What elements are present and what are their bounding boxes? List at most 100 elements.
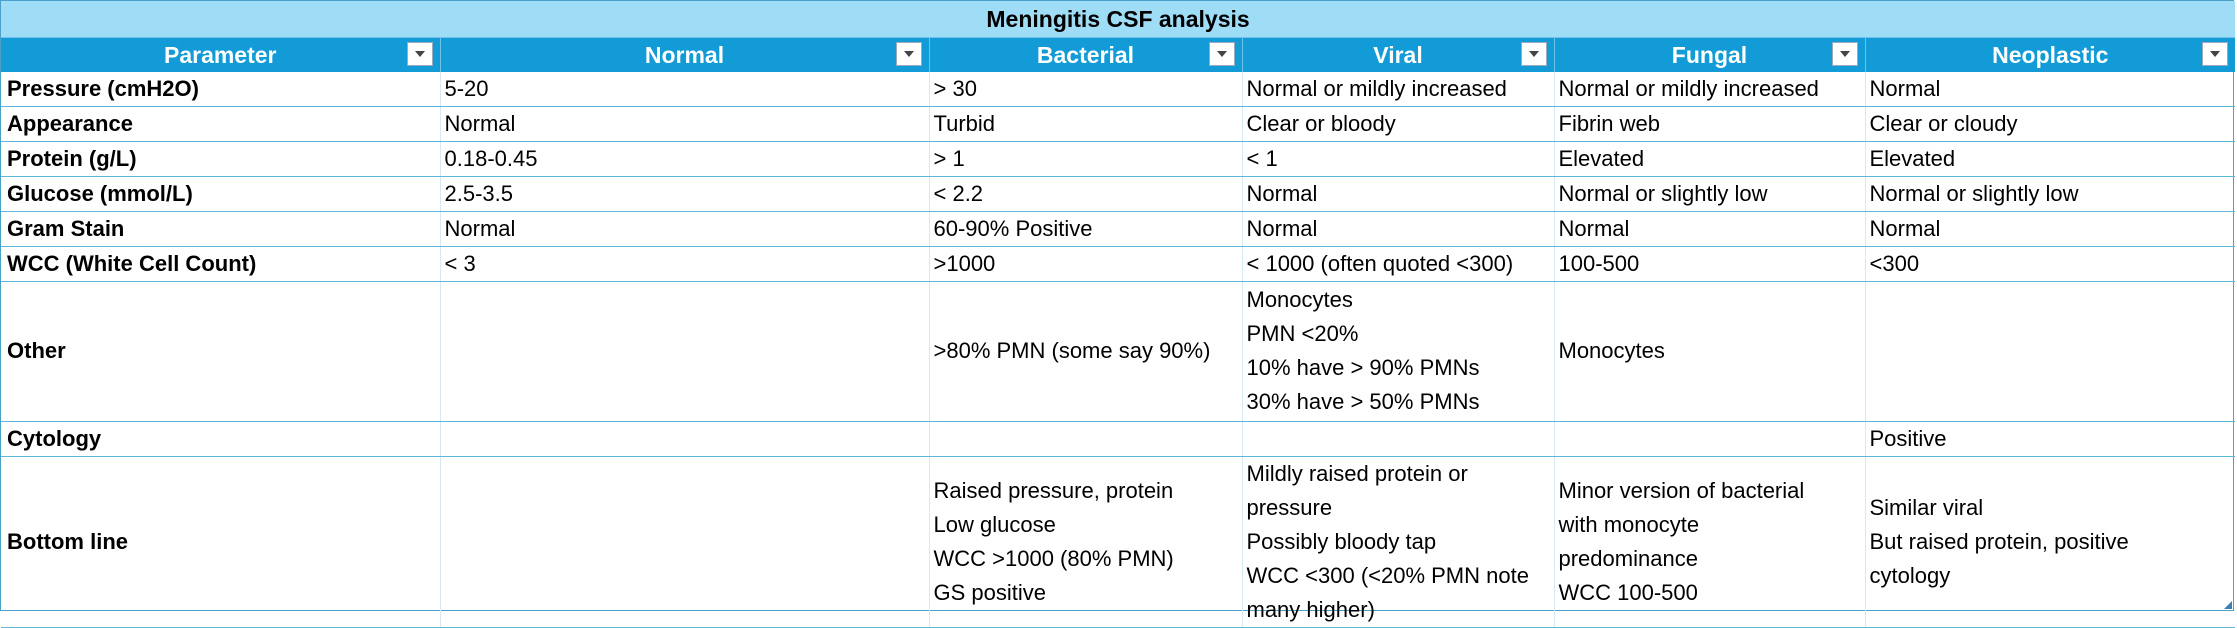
table-cell[interactable]: Normal or mildly increased [1241, 71, 1554, 107]
row-label-cell[interactable]: Cytology [1, 421, 440, 457]
table-cell[interactable]: Turbid [928, 106, 1242, 142]
table-cell[interactable]: Normal [1553, 211, 1865, 247]
table-cell[interactable] [1864, 281, 2236, 422]
table-cell[interactable]: Normal [1864, 211, 2236, 247]
table-cell[interactable]: 0.18-0.45 [439, 141, 929, 177]
cell-text-line: Normal [1869, 215, 1941, 241]
table-cell[interactable]: 5-20 [439, 71, 929, 107]
row-label-cell[interactable]: Other [1, 281, 440, 422]
cell-text-line: WCC (White Cell Count) [7, 250, 257, 276]
table-cell[interactable]: < 1000 (often quoted <300) [1241, 246, 1554, 282]
cell-text-line: 60-90% Positive [933, 215, 1093, 241]
header-viral[interactable]: Viral [1241, 37, 1554, 72]
cell-text-line: 0.18-0.45 [444, 145, 538, 171]
row-label-cell[interactable]: Appearance [1, 106, 440, 142]
table-cell[interactable]: Monocytes [1553, 281, 1865, 422]
table-cell[interactable] [928, 421, 1242, 457]
header-normal[interactable]: Normal [439, 37, 929, 72]
header-neoplastic[interactable]: Neoplastic [1864, 37, 2236, 72]
table-cell[interactable] [439, 281, 929, 422]
table-cell[interactable]: Elevated [1864, 141, 2236, 177]
header-label: Normal [644, 41, 725, 68]
table-cell[interactable]: 60-90% Positive [928, 211, 1242, 247]
header-label: Fungal [1671, 41, 1748, 68]
table-cell[interactable] [439, 421, 929, 457]
cell-text-line: Raised pressure, protein [933, 477, 1174, 503]
cell-text-line: > 1 [933, 145, 965, 171]
row-label-cell[interactable]: Glucose (mmol/L) [1, 176, 440, 212]
row-label-cell[interactable]: Pressure (cmH2O) [1, 71, 440, 107]
table-cell[interactable]: >80% PMN (some say 90%) [928, 281, 1242, 422]
row-label-cell[interactable]: Protein (g/L) [1, 141, 440, 177]
table-cell[interactable]: Fibrin web [1553, 106, 1865, 142]
table-cell[interactable]: Minor version of bacterial with monocyte p… [1553, 456, 1865, 628]
table-cell[interactable]: < 2.2 [928, 176, 1242, 212]
cell-text-line: WCC <300 (<20% PMN note [1246, 562, 1529, 588]
row-label-cell[interactable]: Gram Stain [1, 211, 440, 247]
table-cell[interactable]: Raised pressure, protein Low glucose WCC >… [928, 456, 1242, 628]
cell-text-line: Elevated [1558, 145, 1645, 171]
header-fungal[interactable]: Fungal [1553, 37, 1865, 72]
table-cell[interactable] [439, 456, 929, 628]
table-cell[interactable]: Normal or mildly increased [1553, 71, 1865, 107]
table-cell[interactable]: Normal [439, 106, 929, 142]
cell-text-line: But raised protein, positive [1869, 528, 2129, 554]
table-cell[interactable]: > 1 [928, 141, 1242, 177]
cell-text-line: GS positive [933, 579, 1047, 605]
cell-text-line: >80% PMN (some say 90%) [933, 338, 1211, 363]
cell-text-line: 100-500 [1558, 250, 1640, 276]
table-cell[interactable]: >1000 [928, 246, 1242, 282]
cell-text-line: Clear or cloudy [1869, 110, 2018, 136]
table-cell[interactable] [1241, 421, 1554, 457]
filter-dropdown-icon[interactable] [2202, 41, 2229, 66]
table-cell[interactable] [1553, 421, 1865, 457]
table-cell[interactable]: <300 [1864, 246, 2236, 282]
cell-text-line: Normal or mildly increased [1558, 75, 1819, 101]
header-label: Neoplastic [1992, 41, 2109, 68]
filter-dropdown-icon[interactable] [1831, 41, 1858, 66]
table-cell[interactable]: Clear or cloudy [1864, 106, 2236, 142]
table-cell[interactable]: Normal or slightly low [1864, 176, 2236, 212]
table-cell[interactable]: < 1 [1241, 141, 1554, 177]
table-row: Protein (g/L) 0.18-0.45 > 1 < 1 Elevated Elev… [1, 141, 2236, 177]
table-cell[interactable]: 2.5-3.5 [439, 176, 929, 212]
table-cell[interactable]: Normal [1241, 211, 1554, 247]
cell-text-line: WCC 100-500 [1558, 579, 1698, 605]
header-bacterial[interactable]: Bacterial [928, 37, 1242, 72]
filter-dropdown-icon[interactable] [1520, 41, 1547, 66]
table-cell[interactable]: Normal [1241, 176, 1554, 212]
cell-text-line: < 1000 (often quoted <300) [1246, 250, 1514, 276]
table-cell[interactable]: Normal [1864, 71, 2236, 107]
cell-text-line: > 30 [933, 75, 977, 101]
cell-text-line: Monocytes [1558, 338, 1665, 363]
cell-text-line: 10% have > 90% PMNs [1246, 355, 1480, 380]
table-cell[interactable]: Similar viral But raised protein, positiv… [1864, 456, 2236, 628]
table-cell[interactable]: 100-500 [1553, 246, 1865, 282]
table-cell[interactable]: Clear or bloody [1241, 106, 1554, 142]
filter-dropdown-icon[interactable] [1208, 41, 1235, 66]
table-cell[interactable]: Positive [1864, 421, 2236, 457]
table-body: Pressure (cmH2O) 5-20 > 30 Normal or mildl… [1, 71, 2236, 628]
cell-text-line: Normal [1246, 180, 1318, 206]
table-cell[interactable]: > 30 [928, 71, 1242, 107]
cell-text-line: < 1 [1246, 145, 1278, 171]
cell-text-line: Cytology [7, 425, 102, 451]
table-cell[interactable]: < 3 [439, 246, 929, 282]
header-parameter[interactable]: Parameter [1, 37, 440, 72]
cell-text-line: Protein (g/L) [7, 145, 137, 171]
table-cell[interactable]: Monocytes PMN <20% 10% have > 90% PMNs 30% … [1241, 281, 1554, 422]
row-label-cell[interactable]: Bottom line [1, 456, 440, 628]
cell-text-line: Normal [1558, 215, 1630, 241]
table-cell[interactable]: Normal or slightly low [1553, 176, 1865, 212]
row-label-cell[interactable]: WCC (White Cell Count) [1, 246, 440, 282]
table-cell[interactable]: Mildly raised protein or pressure Possibly… [1241, 456, 1554, 628]
table-cell[interactable]: Elevated [1553, 141, 1865, 177]
cell-text-line: Positive [1869, 425, 1947, 451]
cell-text-line: Pressure (cmH2O) [7, 75, 199, 101]
filter-dropdown-icon[interactable] [406, 41, 433, 66]
filter-dropdown-icon[interactable] [895, 41, 922, 66]
table-resize-handle-icon[interactable] [2224, 601, 2232, 609]
cell-text-line: Low glucose [933, 511, 1056, 537]
table-title[interactable]: Meningitis CSF analysis [1, 1, 2236, 38]
table-cell[interactable]: Normal [439, 211, 929, 247]
